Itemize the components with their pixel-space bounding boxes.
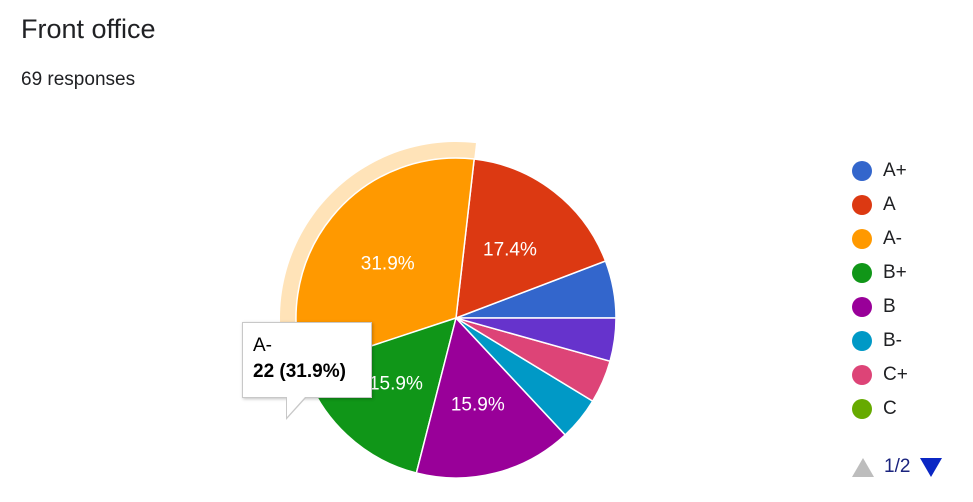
legend-label: C+ [883, 364, 908, 385]
legend-item[interactable]: C [852, 392, 908, 426]
legend-label: C [883, 398, 897, 419]
pie-slice-c[interactable] [455, 317, 617, 363]
legend-swatch [852, 195, 872, 215]
pie-slice-label: 15.9% [451, 394, 505, 415]
legend-pager: 1/2 [852, 456, 943, 478]
legend-item[interactable]: C+ [852, 358, 908, 392]
legend-label: B- [883, 330, 902, 351]
legend-swatch [852, 365, 872, 385]
legend-item[interactable]: B- [852, 324, 908, 358]
tooltip-label: A- [253, 335, 272, 356]
pie-slice-label: 15.9% [369, 373, 423, 394]
legend-swatch [852, 263, 872, 283]
triangle-down-icon[interactable] [920, 457, 943, 477]
chart-title: Front office [21, 14, 156, 44]
legend-swatch [852, 161, 872, 181]
legend-label: B+ [883, 262, 907, 283]
legend-item[interactable]: A+ [852, 154, 908, 188]
legend-label: B [883, 296, 896, 317]
legend-item[interactable]: A- [852, 222, 908, 256]
legend-label: A [883, 194, 896, 215]
legend-swatch [852, 229, 872, 249]
tooltip-value: 22 (31.9%) [253, 361, 346, 382]
legend-label: A- [883, 228, 902, 249]
response-count: 69 responses [21, 69, 136, 90]
legend-swatch [852, 331, 872, 351]
legend-label: A+ [883, 160, 907, 181]
legend: A+ A A- B+ B B- C+ C [852, 154, 908, 426]
pie-slice-label: 17.4% [483, 239, 537, 260]
pie-slice-label: 31.9% [361, 253, 415, 274]
pie-slice-a[interactable] [455, 158, 607, 320]
slice-tooltip: A- 22 (31.9%) [242, 322, 372, 420]
legend-item[interactable]: B [852, 290, 908, 324]
legend-item[interactable]: B+ [852, 256, 908, 290]
pager-text: 1/2 [884, 456, 911, 477]
legend-swatch [852, 399, 872, 419]
pie-slice-b[interactable] [415, 316, 567, 479]
tooltip-tail [287, 397, 305, 417]
legend-item[interactable]: A [852, 188, 908, 222]
triangle-up-icon[interactable] [852, 457, 874, 477]
legend-swatch [852, 297, 872, 317]
